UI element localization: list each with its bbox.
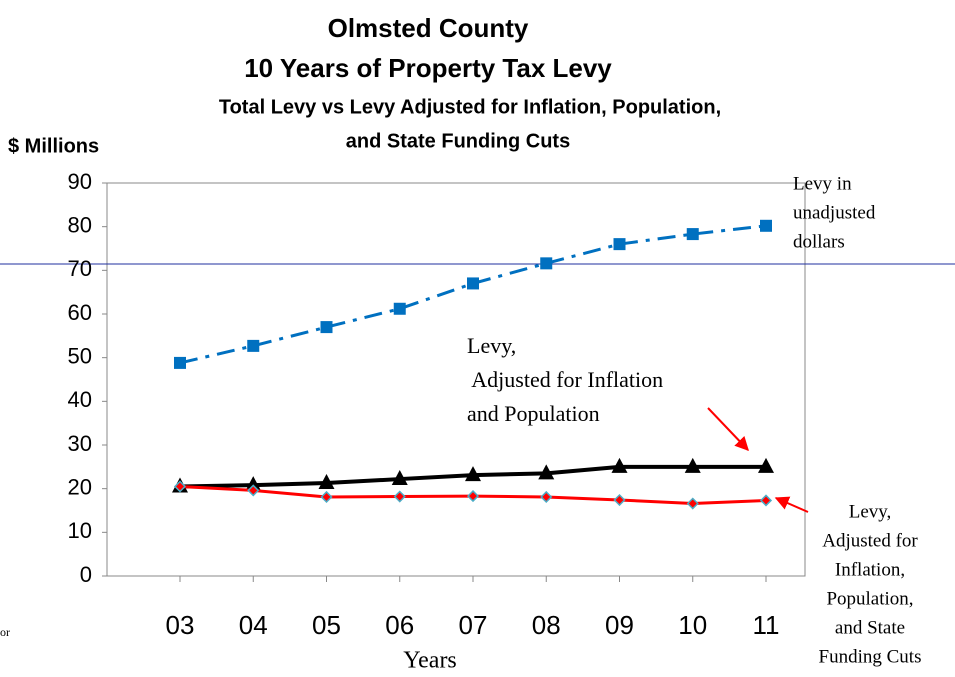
marker [245, 476, 262, 492]
chart-title: Olmsted County [328, 13, 529, 43]
y-tick-label: 0 [80, 562, 92, 587]
arrow [774, 496, 809, 513]
y-tick-label: 80 [68, 212, 92, 237]
annotation: Population, [826, 588, 913, 609]
text-fragment: or [0, 625, 10, 639]
marker [466, 490, 480, 503]
annotation: Adjusted for [822, 530, 918, 551]
x-tick-label: 09 [605, 610, 634, 640]
marker [173, 480, 187, 493]
marker [613, 493, 626, 507]
y-tick-label: 90 [68, 169, 92, 194]
marker [540, 490, 553, 504]
plot-frame [106, 182, 806, 577]
y-tick-label: 30 [68, 431, 92, 456]
marker [758, 457, 774, 473]
annotation: Levy, [849, 501, 892, 522]
marker [320, 321, 333, 334]
x-tick-label: 05 [312, 610, 341, 640]
marker [247, 339, 260, 352]
x-tick-label: 10 [678, 610, 707, 640]
x-axis-label: Years [403, 648, 457, 674]
annotation: and State [835, 617, 905, 638]
marker [393, 490, 406, 503]
marker [393, 302, 406, 315]
marker [465, 466, 481, 482]
x-tick-label: 03 [166, 610, 195, 640]
annotation: Funding Cuts [819, 646, 922, 667]
annotation: dollars [793, 231, 845, 252]
marker [318, 473, 335, 489]
marker [760, 219, 772, 232]
marker [538, 464, 555, 480]
y-tick-label: 50 [68, 343, 92, 368]
chart-subtitle: Total Levy vs Levy Adjusted for Inflatio… [219, 96, 721, 118]
marker [247, 484, 260, 497]
x-tick-label: 07 [459, 610, 488, 640]
y-tick-label: 60 [68, 300, 92, 325]
marker [684, 457, 701, 473]
y-tick-label: 10 [68, 518, 92, 543]
marker [611, 457, 628, 473]
x-tick-label: 11 [753, 610, 780, 640]
annotation: Adjusted for Inflation [467, 367, 663, 392]
x-tick-label: 06 [385, 610, 414, 640]
y-tick-label: 40 [68, 387, 92, 412]
marker [613, 238, 626, 251]
y-axis-label: $ Millions [8, 135, 99, 157]
x-tick-label: 04 [239, 610, 268, 640]
marker [759, 494, 773, 507]
arrow [707, 407, 749, 452]
chart-subtitle: and State Funding Cuts [346, 130, 570, 152]
annotation: and Population [467, 401, 600, 426]
chart-title: 10 Years of Property Tax Levy [244, 53, 612, 83]
annotation: unadjusted [793, 202, 876, 223]
y-tick-label: 20 [68, 474, 92, 499]
marker [540, 257, 553, 270]
annotation: Levy, [467, 333, 516, 358]
annotation: Levy in [793, 173, 852, 194]
series-line [179, 224, 767, 365]
annotation: Inflation, [835, 559, 905, 580]
marker [174, 356, 186, 369]
y-tick-label: 70 [68, 256, 92, 281]
marker [686, 228, 699, 241]
marker [320, 490, 333, 504]
marker [686, 497, 699, 510]
marker [467, 277, 479, 290]
x-tick-label: 08 [532, 610, 561, 640]
marker [391, 470, 408, 486]
